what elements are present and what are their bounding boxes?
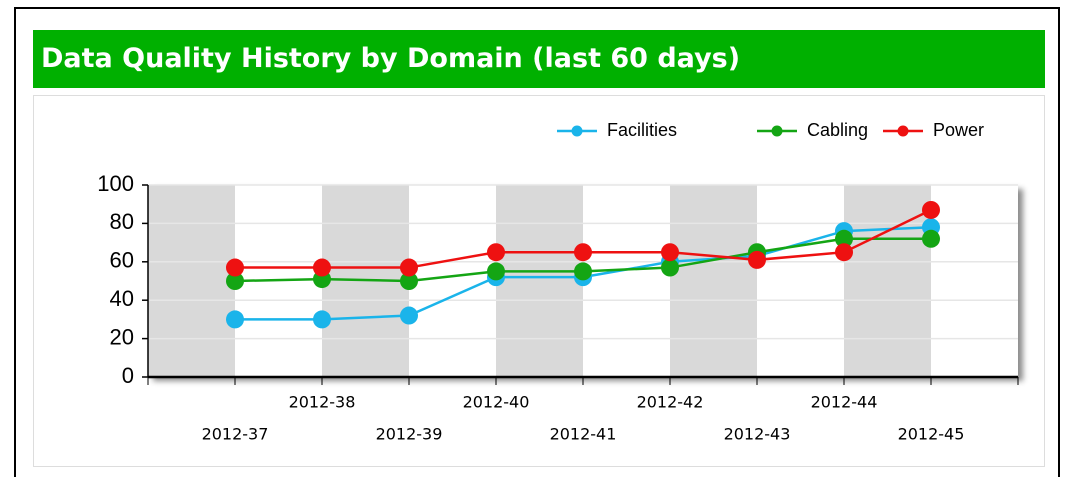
data-point: [574, 243, 592, 262]
legend-label: Facilities: [607, 120, 677, 140]
data-point: [922, 229, 940, 248]
data-point: [574, 262, 592, 281]
x-tick-label: 2012-43: [724, 425, 791, 444]
legend-swatch: [897, 125, 909, 137]
data-point: [313, 258, 331, 277]
data-point: [748, 250, 766, 269]
data-point: [487, 243, 505, 262]
y-tick-label: 40: [110, 286, 134, 311]
x-tick-label: 2012-38: [289, 393, 356, 412]
legend-label: Cabling: [807, 120, 868, 140]
y-tick-label: 80: [110, 209, 134, 234]
y-tick-label: 20: [110, 324, 134, 349]
y-tick-label: 0: [122, 363, 134, 388]
data-point: [835, 243, 853, 262]
chart-panel: [33, 95, 1045, 467]
data-point: [661, 258, 679, 277]
data-point: [400, 306, 418, 325]
x-tick-label: 2012-37: [202, 425, 269, 444]
data-point: [487, 262, 505, 281]
x-tick-label: 2012-41: [550, 425, 617, 444]
data-point: [400, 258, 418, 277]
data-point: [313, 310, 331, 329]
data-point: [922, 200, 940, 219]
legend-swatch: [571, 125, 583, 137]
widget-frame: [14, 7, 1060, 477]
x-tick-label: 2012-39: [376, 425, 443, 444]
y-tick-label: 100: [97, 171, 134, 196]
x-tick-label: 2012-40: [463, 393, 530, 412]
x-tick-label: 2012-42: [637, 393, 704, 412]
x-tick-label: 2012-44: [811, 393, 878, 412]
data-point: [400, 272, 418, 290]
plot-band: [670, 185, 757, 377]
plot-band: [148, 185, 235, 377]
data-point: [226, 258, 244, 277]
y-tick-label: 60: [110, 248, 134, 273]
legend-swatch: [771, 125, 783, 137]
plot-band: [844, 185, 931, 377]
plot-band: [496, 185, 583, 377]
x-tick-label: 2012-45: [898, 425, 965, 444]
legend-label: Power: [933, 120, 984, 140]
widget-title: Data Quality History by Domain (last 60 …: [33, 30, 1045, 88]
data-point: [226, 272, 244, 290]
data-point: [226, 310, 244, 329]
data-point: [835, 229, 853, 248]
data-point: [661, 243, 679, 262]
